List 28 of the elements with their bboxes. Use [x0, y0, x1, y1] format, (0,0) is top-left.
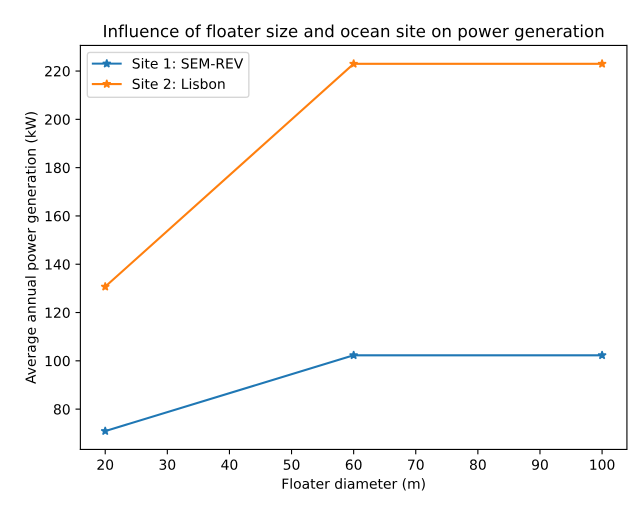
x-tick-label: 50 — [284, 459, 300, 470]
y-tick-label: 80 — [54, 404, 70, 415]
x-tick-label: 30 — [160, 459, 176, 470]
y-tick-label: 160 — [46, 210, 70, 222]
y-tick-label: 180 — [46, 162, 70, 174]
point — [348, 350, 358, 360]
x-tick-label: 40 — [221, 459, 238, 470]
chart-title: Influence of floater size and ocean site on power generation — [104, 24, 604, 41]
legend-label: Site 1: SEM-REV — [132, 58, 244, 69]
x-axis-title: Floater diameter (m) — [282, 478, 425, 491]
y-tick-label: 220 — [45, 66, 70, 77]
point — [100, 282, 110, 291]
point — [597, 350, 607, 360]
y-tick-label: 140 — [46, 259, 70, 270]
point — [100, 426, 110, 436]
x-tick-label: 90 — [532, 459, 548, 470]
point — [597, 58, 607, 68]
y-axis-title: Average annual power generation (kW) — [25, 112, 39, 384]
x-tick-label: 20 — [97, 459, 114, 470]
y-tick-label: 120 — [46, 308, 70, 318]
x-tick-label: 60 — [346, 459, 362, 470]
x-tick-label: 100 — [590, 459, 614, 470]
legend-label: Site 2: Lisbon — [132, 78, 225, 90]
x-tick-label: 80 — [470, 459, 486, 470]
y-tick-label: 100 — [46, 356, 70, 366]
y-tick-label: 200 — [45, 114, 70, 125]
point — [348, 58, 358, 68]
x-tick-label: 70 — [408, 459, 424, 470]
